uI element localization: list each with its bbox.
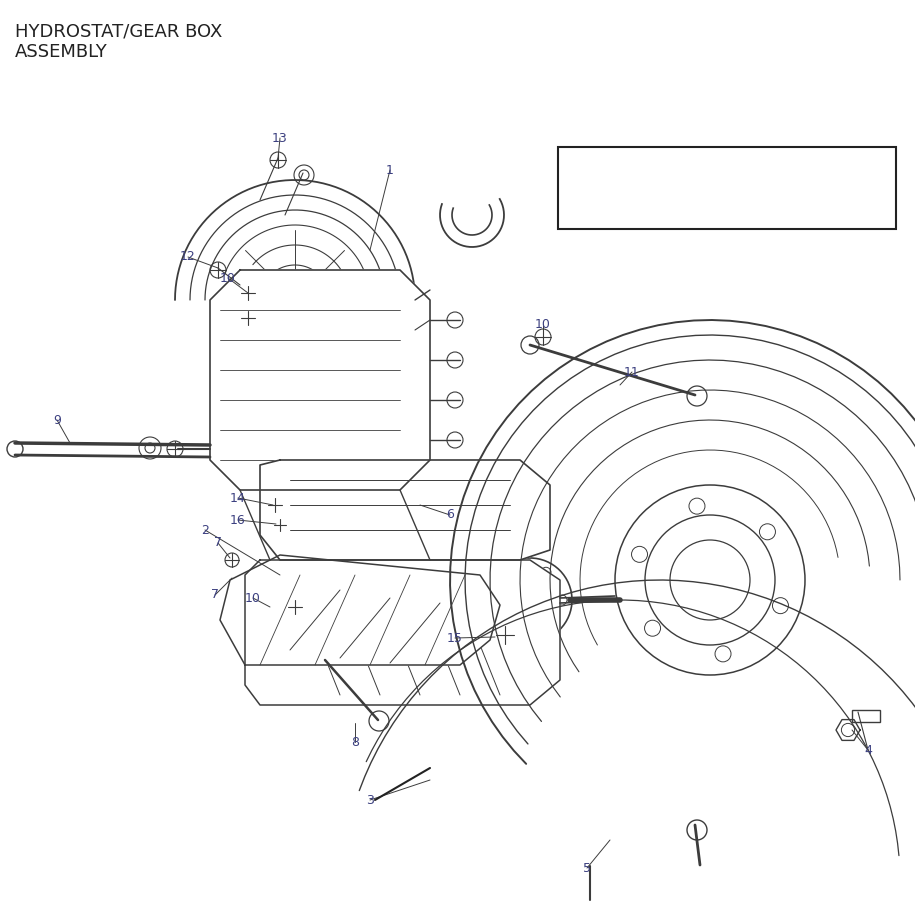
Text: 1: 1 [386,164,394,177]
Text: ASSEMBLY: ASSEMBLY [15,43,108,61]
Text: 10: 10 [535,318,551,331]
Text: 14: 14 [231,491,246,504]
Polygon shape [220,555,500,665]
Text: 5: 5 [583,862,591,875]
Text: 15: 15 [447,631,463,644]
Text: VIEW FROM RIGHT REAR: VIEW FROM RIGHT REAR [626,167,828,182]
Text: 6: 6 [447,509,454,522]
Text: 7: 7 [214,536,222,550]
Text: 13: 13 [272,132,288,145]
Text: HYDROSTAT/GEAR BOX: HYDROSTAT/GEAR BOX [15,22,222,40]
Text: 8: 8 [351,736,359,748]
Text: 10: 10 [245,591,261,605]
Polygon shape [210,270,430,490]
Text: 16: 16 [231,513,246,526]
Polygon shape [245,560,560,705]
Text: 2: 2 [201,523,209,536]
Text: 10: 10 [221,272,236,285]
Bar [852,710,880,722]
Bar [558,147,896,229]
Text: 12: 12 [180,251,196,264]
Text: CORNER: CORNER [693,196,761,210]
Text: 3: 3 [366,793,374,806]
Polygon shape [260,460,550,560]
Text: 9: 9 [53,414,61,426]
Text: 11: 11 [624,365,640,379]
Text: 4: 4 [864,744,872,757]
Text: 7: 7 [211,588,219,601]
